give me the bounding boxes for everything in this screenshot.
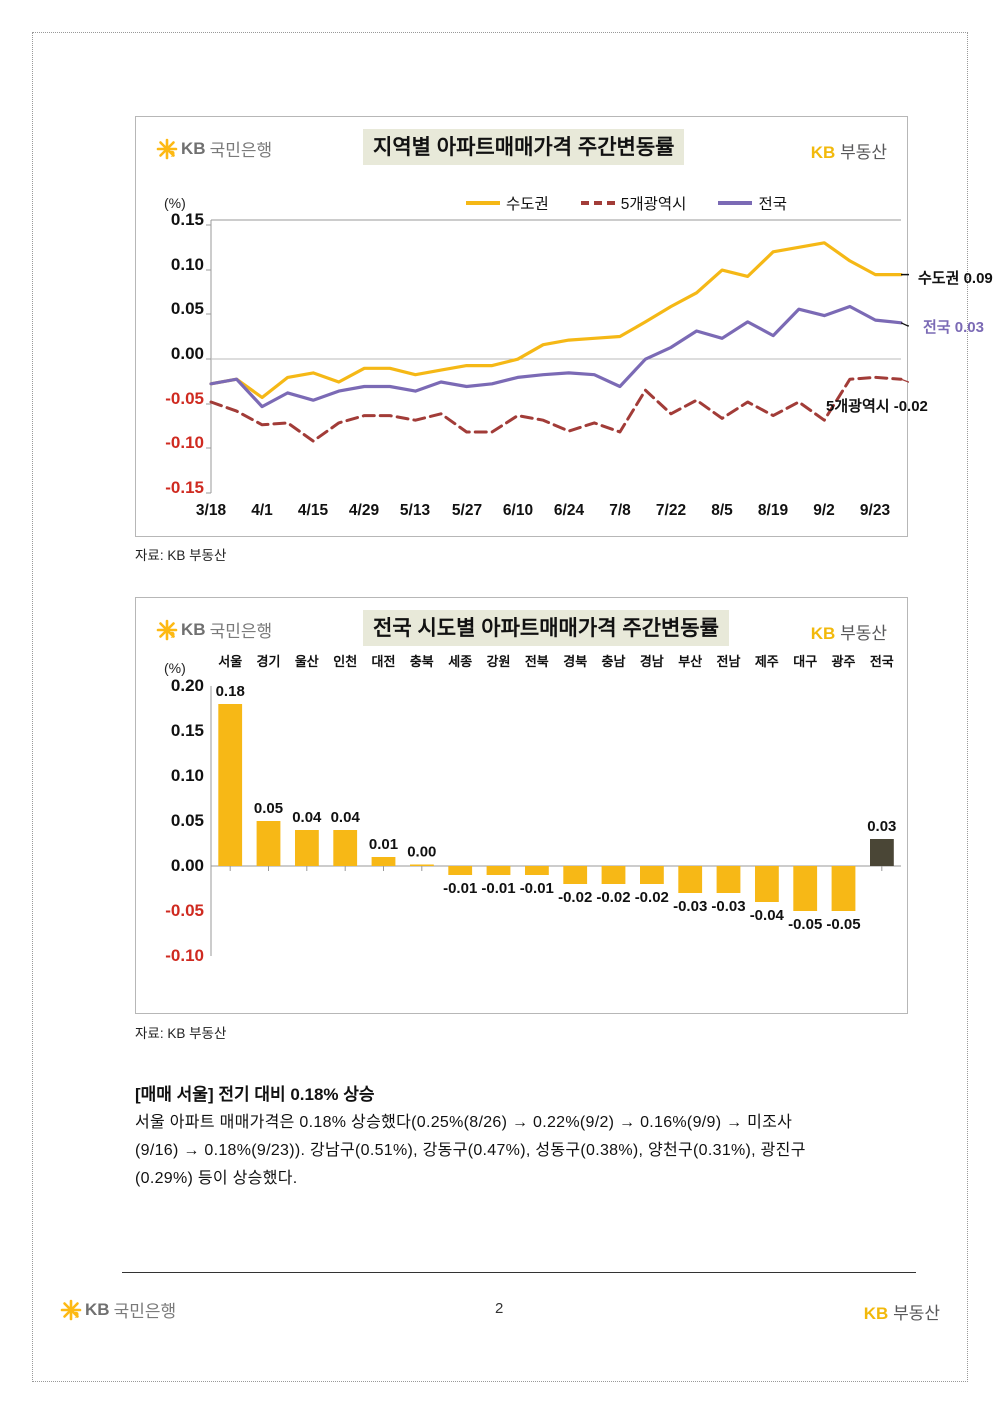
svg-text:9/23: 9/23 xyxy=(860,502,891,519)
svg-text:-0.05: -0.05 xyxy=(165,389,204,408)
svg-text:0.00: 0.00 xyxy=(171,344,204,363)
svg-text:-0.03: -0.03 xyxy=(711,898,745,915)
svg-text:3/18: 3/18 xyxy=(196,502,227,519)
svg-text:전국: 전국 xyxy=(870,654,894,669)
svg-text:4/29: 4/29 xyxy=(349,502,380,519)
svg-text:0.15: 0.15 xyxy=(171,721,204,740)
svg-text:5/27: 5/27 xyxy=(452,502,482,519)
svg-text:대구: 대구 xyxy=(793,654,817,669)
svg-text:0.20: 0.20 xyxy=(171,676,204,695)
svg-text:0.00: 0.00 xyxy=(407,844,436,861)
svg-text:-0.01: -0.01 xyxy=(443,880,477,897)
svg-text:인천: 인천 xyxy=(333,654,357,669)
svg-text:0.18: 0.18 xyxy=(216,683,245,700)
svg-text:-0.05: -0.05 xyxy=(826,916,860,933)
svg-text:0.01: 0.01 xyxy=(369,836,398,853)
svg-text:강원: 강원 xyxy=(487,654,511,669)
svg-text:8/5: 8/5 xyxy=(711,502,733,519)
svg-text:0.05: 0.05 xyxy=(171,299,204,318)
svg-text:충남: 충남 xyxy=(602,654,626,669)
svg-text:0.04: 0.04 xyxy=(292,809,322,826)
svg-text:4/1: 4/1 xyxy=(251,502,273,519)
svg-text:0.00: 0.00 xyxy=(171,856,204,875)
svg-text:7/22: 7/22 xyxy=(656,502,686,519)
svg-text:전남: 전남 xyxy=(717,654,741,669)
svg-text:-0.03: -0.03 xyxy=(673,898,707,915)
svg-text:6/24: 6/24 xyxy=(554,502,585,519)
svg-text:광주: 광주 xyxy=(832,654,856,669)
svg-text:전북: 전북 xyxy=(525,654,549,669)
svg-text:9/2: 9/2 xyxy=(813,502,835,519)
svg-text:경기: 경기 xyxy=(257,654,281,669)
svg-text:6/10: 6/10 xyxy=(503,502,533,519)
svg-text:4/15: 4/15 xyxy=(298,502,329,519)
svg-text:8/19: 8/19 xyxy=(758,502,789,519)
svg-text:7/8: 7/8 xyxy=(609,502,631,519)
svg-text:-0.15: -0.15 xyxy=(165,478,204,497)
svg-text:-0.10: -0.10 xyxy=(165,433,204,452)
svg-text:-0.02: -0.02 xyxy=(635,889,669,906)
svg-text:0.04: 0.04 xyxy=(331,809,361,826)
svg-text:-0.02: -0.02 xyxy=(558,889,592,906)
svg-text:0.10: 0.10 xyxy=(171,766,204,785)
svg-text:울산: 울산 xyxy=(295,654,319,669)
svg-text:0.05: 0.05 xyxy=(254,800,283,817)
svg-text:-0.10: -0.10 xyxy=(165,946,204,965)
svg-text:세종: 세종 xyxy=(448,654,472,669)
svg-text:5/13: 5/13 xyxy=(400,502,431,519)
svg-text:-0.01: -0.01 xyxy=(481,880,515,897)
svg-text:-0.05: -0.05 xyxy=(165,901,204,920)
svg-text:경북: 경북 xyxy=(563,654,587,669)
svg-text:제주: 제주 xyxy=(755,654,779,669)
svg-text:-0.01: -0.01 xyxy=(520,880,554,897)
svg-text:0.03: 0.03 xyxy=(867,818,896,835)
svg-text:0.15: 0.15 xyxy=(171,210,204,229)
svg-text:-0.04: -0.04 xyxy=(750,907,785,924)
svg-text:서울: 서울 xyxy=(218,654,242,669)
svg-text:-0.02: -0.02 xyxy=(596,889,630,906)
svg-text:0.10: 0.10 xyxy=(171,255,204,274)
svg-text:경남: 경남 xyxy=(640,654,664,669)
svg-text:충북: 충북 xyxy=(410,654,434,669)
svg-text:부산: 부산 xyxy=(678,654,702,669)
svg-text:0.05: 0.05 xyxy=(171,811,204,830)
svg-text:대전: 대전 xyxy=(372,654,396,669)
svg-text:-0.05: -0.05 xyxy=(788,916,822,933)
